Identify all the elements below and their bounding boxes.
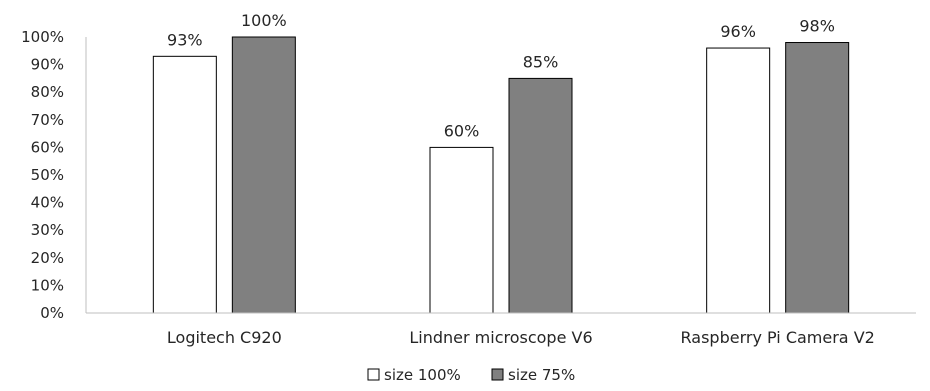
legend-swatch-size-75	[491, 368, 504, 381]
legend-label: size 75%	[508, 366, 575, 384]
y-tick-label: 80%	[31, 83, 64, 101]
y-tick-label: 20%	[31, 249, 64, 267]
data-labels: 93% 100% 60% 85% 96% 98%	[167, 11, 835, 140]
data-label: 93%	[167, 30, 203, 49]
bar-size-75-1	[508, 77, 573, 314]
y-tick-label: 40%	[31, 194, 64, 212]
bar-size-100-1	[429, 146, 494, 314]
y-axis: 0% 10% 20% 30% 40% 50% 60% 70% 80% 90% 100%	[21, 28, 87, 322]
x-axis: Logitech C920 Lindner microscope V6 Raspbe…	[86, 312, 916, 347]
y-tick-label: 10%	[31, 276, 64, 294]
data-label: 96%	[720, 22, 756, 41]
y-tick-label: 60%	[31, 138, 64, 156]
legend: size 100% size 75%	[367, 366, 575, 384]
x-category-label: Raspberry Pi Camera V2	[681, 328, 875, 347]
bar-size-75-2	[785, 42, 850, 314]
legend-swatch-size-100	[367, 368, 380, 381]
y-tick-label: 70%	[31, 111, 64, 129]
bar-size-100-2	[706, 47, 771, 314]
data-label: 98%	[799, 17, 835, 36]
y-tick-label: 30%	[31, 221, 64, 239]
y-tick-label: 100%	[21, 28, 64, 46]
legend-label: size 100%	[384, 366, 461, 384]
bar-size-100-0	[152, 55, 217, 314]
y-tick-label: 0%	[40, 304, 64, 322]
x-category-label: Lindner microscope V6	[409, 328, 592, 347]
bar-size-75-0	[231, 36, 296, 314]
y-tick-label: 90%	[31, 56, 64, 74]
data-label: 85%	[523, 52, 559, 71]
data-label: 60%	[444, 121, 480, 140]
x-category-label: Logitech C920	[167, 328, 282, 347]
data-label: 100%	[241, 11, 287, 30]
y-tick-label: 50%	[31, 166, 64, 184]
bars	[152, 36, 850, 314]
